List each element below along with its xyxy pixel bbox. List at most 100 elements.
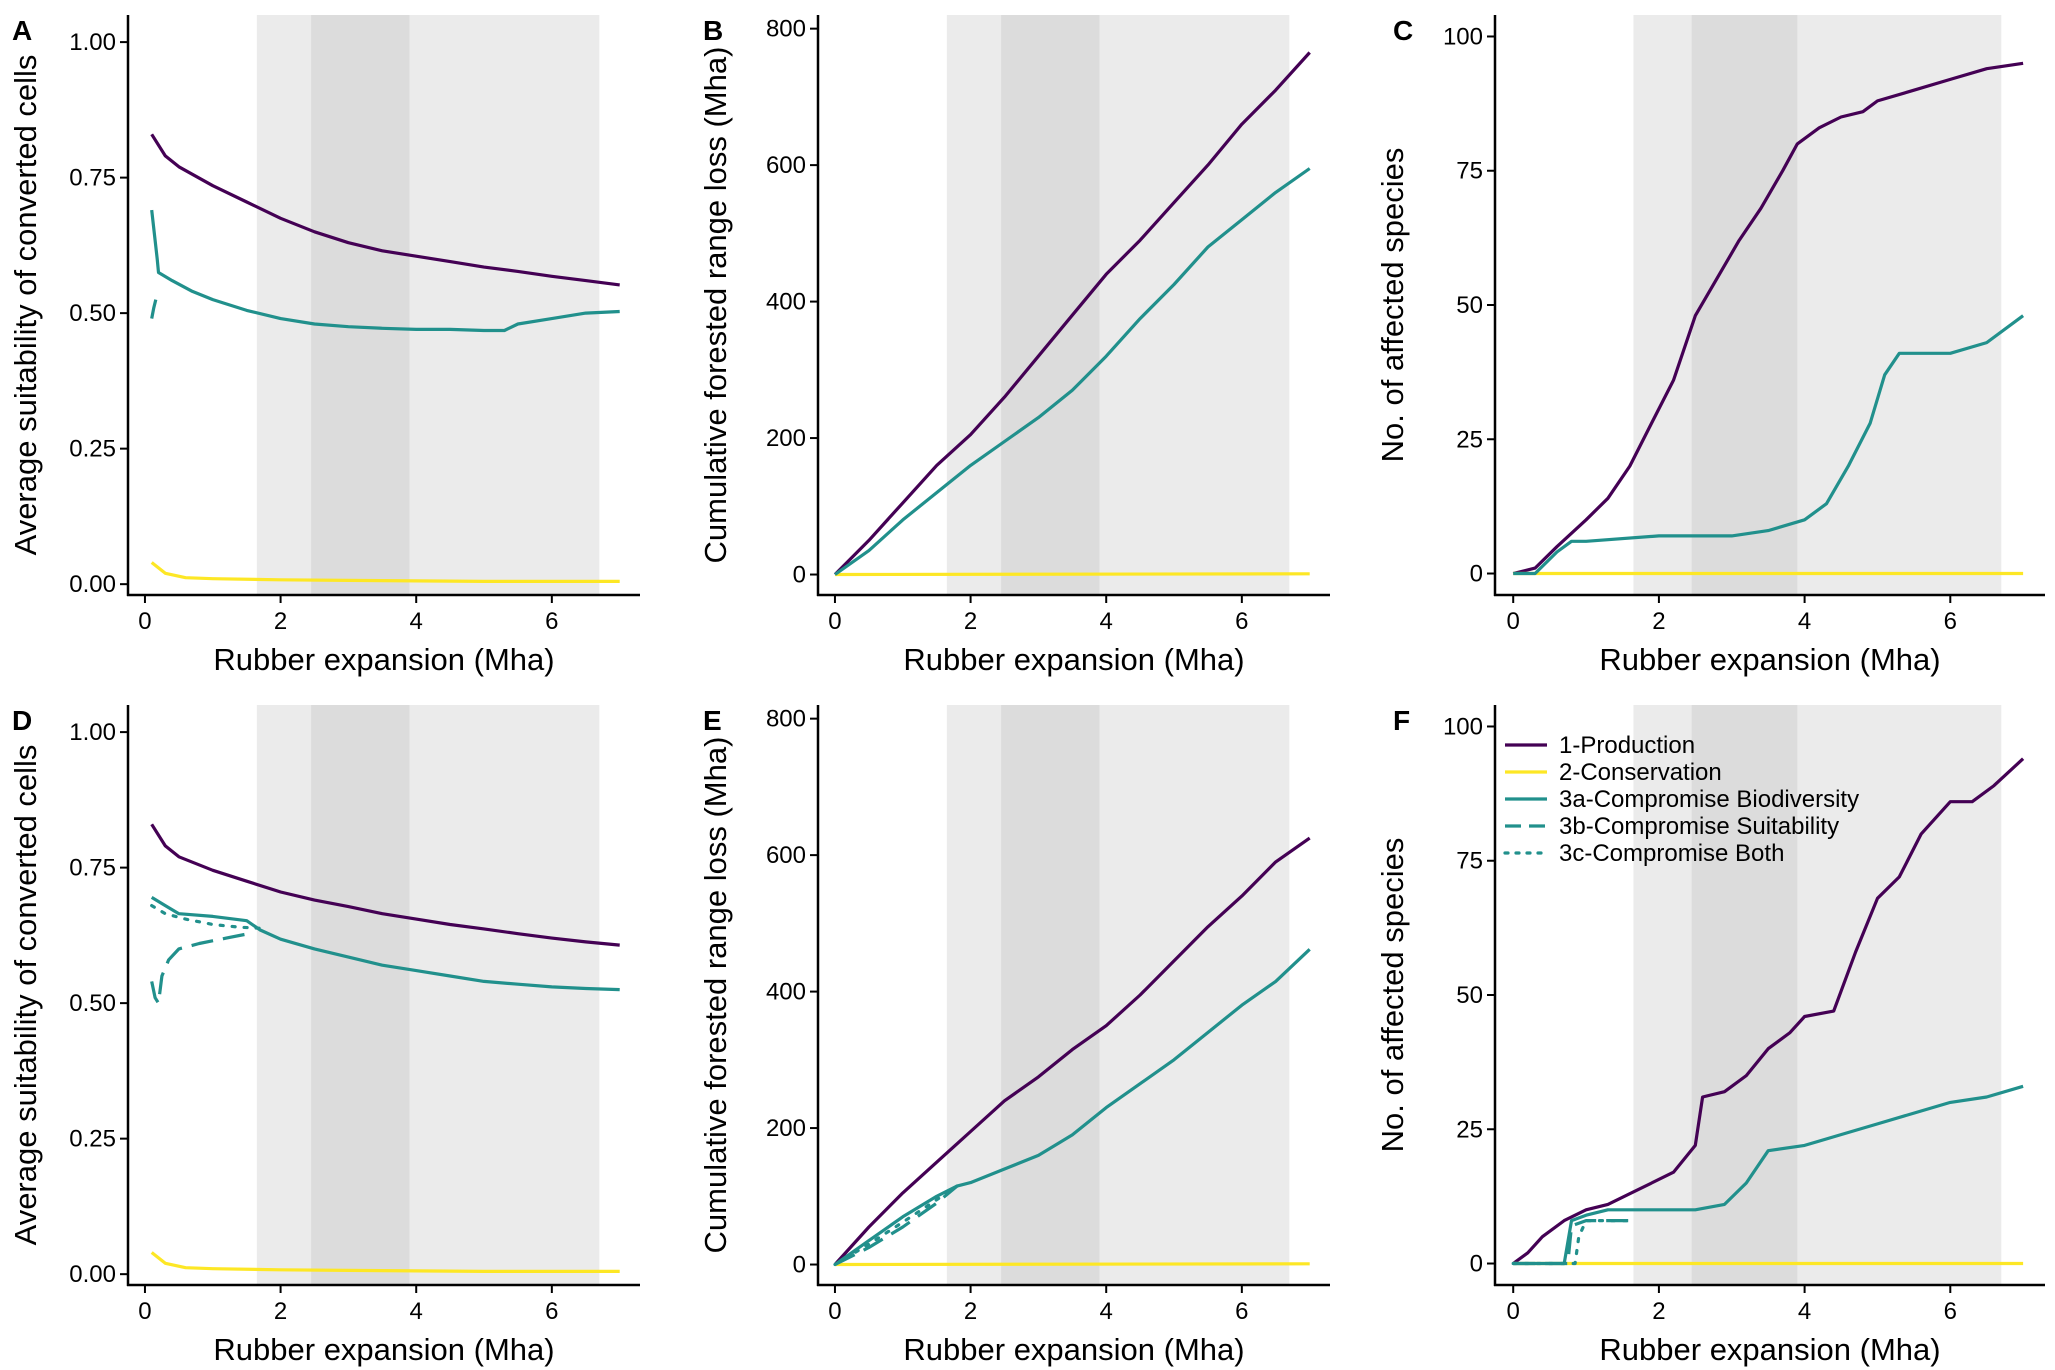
panel-e: 0 2 4 6 0 200 400 600 800 Rubber expansion (Mha) C…: [698, 705, 1330, 1367]
series-line-1-production: [1512, 61, 2024, 576]
series-line-3c-compromise-both: [1511, 1218, 1632, 1266]
series-line-3a-compromise-biodiversity: [1513, 1084, 2024, 1266]
y-tick-label: 0: [1470, 561, 1483, 588]
shaded-band-dark: [1001, 15, 1100, 595]
x-axis-title: Rubber expansion (Mha): [213, 642, 554, 677]
x-axis-title: Rubber expansion (Mha): [213, 1332, 554, 1367]
y-tick-label: 0.75: [69, 855, 116, 882]
y-tick-label: 100: [1443, 23, 1483, 50]
x-tick-label: 0: [138, 1298, 151, 1325]
series-line-1-production: [150, 823, 620, 947]
panel-c: 0 2 4 6 0 25 50 75 100 Rubber expansion (Mha) No. …: [1375, 15, 2045, 677]
panel-letter: B: [703, 15, 723, 46]
y-tick-label: 50: [1456, 982, 1483, 1009]
y-tick-label: 400: [766, 979, 806, 1006]
series-line-3a-compromise-biodiversity: [834, 948, 1311, 1266]
series-line-3b-compromise-suitability: [150, 931, 254, 1005]
x-tick-label: 4: [410, 1298, 423, 1325]
x-tick-label: 6: [1235, 1298, 1248, 1325]
x-tick-label: 4: [1798, 1298, 1811, 1325]
shaded-band-dark: [311, 705, 410, 1285]
panel-b: 0 2 4 6 0 200 400 600 800 Rubber expansion (Mha) C…: [698, 15, 1330, 677]
y-tick-label: 1.00: [69, 719, 116, 746]
panel-a: 0 2 4 6 0.00 0.25 0.50 0.75 1.00 Rubber expansion…: [8, 15, 640, 677]
x-tick-label: 0: [1507, 608, 1520, 635]
y-tick-label: 0.00: [69, 571, 116, 598]
shaded-band-light: [256, 15, 600, 595]
x-axis-title: Rubber expansion (Mha): [1599, 642, 1940, 677]
x-tick-label: 6: [1944, 1298, 1957, 1325]
y-tick-label: 0: [793, 562, 806, 589]
y-tick-label: 400: [766, 289, 806, 316]
panel-letter: C: [1393, 15, 1413, 46]
y-tick-label: 0.00: [69, 1261, 116, 1288]
panel-letter: E: [703, 705, 722, 736]
series-line-3a-compromise-biodiversity: [834, 167, 1311, 576]
series-line-1-production: [150, 133, 620, 287]
y-tick-label: 100: [1443, 713, 1483, 740]
x-tick-label: 2: [274, 608, 287, 635]
series-line-2-conservation: [834, 572, 1310, 577]
x-tick-label: 4: [410, 608, 423, 635]
x-tick-label: 4: [1798, 608, 1811, 635]
series-line-3c-compromise-both: [150, 903, 262, 930]
y-tick-label: 0: [1470, 1251, 1483, 1278]
x-tick-label: 4: [1100, 608, 1113, 635]
x-axis-title: Rubber expansion (Mha): [1599, 1332, 1940, 1367]
y-axis-title: Average suitability of converted cells: [8, 745, 43, 1246]
x-tick-label: 6: [545, 1298, 558, 1325]
y-tick-label: 200: [766, 1115, 806, 1142]
y-tick-label: 0.50: [69, 990, 116, 1017]
x-axis-title: Rubber expansion (Mha): [903, 642, 1244, 677]
x-tick-label: 6: [545, 608, 558, 635]
y-tick-label: 0.75: [69, 165, 116, 192]
x-axis-title: Rubber expansion (Mha): [903, 1332, 1244, 1367]
legend-label: 2-Conservation: [1559, 759, 1722, 786]
legend-label: 3b-Compromise Suitability: [1559, 813, 1839, 840]
y-tick-label: 600: [766, 152, 806, 179]
legend-label: 3a-Compromise Biodiversity: [1559, 786, 1859, 813]
x-tick-label: 2: [274, 1298, 287, 1325]
legend: 1-Production2-Conservation3a-Compromise …: [1503, 732, 1859, 867]
series-line-3a-compromise-biodiversity: [150, 896, 620, 992]
y-tick-label: 800: [766, 16, 806, 43]
series-line-3c-compromise-both: [833, 1184, 959, 1267]
x-tick-label: 0: [828, 608, 841, 635]
y-tick-label: 25: [1456, 426, 1483, 453]
x-tick-label: 2: [964, 1298, 977, 1325]
series-line-2-conservation: [834, 1262, 1310, 1267]
y-tick-label: 200: [766, 425, 806, 452]
shaded-band-dark: [1001, 705, 1100, 1285]
x-tick-label: 4: [1100, 1298, 1113, 1325]
panel-d: 0 2 4 6 0.00 0.25 0.50 0.75 1.00 Rubber expansion…: [8, 705, 640, 1367]
shaded-band-dark: [1691, 705, 1798, 1285]
series-line-2-conservation: [150, 1251, 620, 1274]
y-axis-title: No. of affected species: [1375, 148, 1410, 463]
legend-label: 1-Production: [1559, 732, 1695, 759]
x-tick-label: 6: [1944, 608, 1957, 635]
x-tick-label: 0: [138, 608, 151, 635]
shaded-band-light: [946, 705, 1290, 1285]
y-axis-title: Cumulative forested range loss (Mha): [698, 737, 733, 1254]
y-tick-label: 800: [766, 706, 806, 733]
panel-letter: D: [12, 705, 32, 736]
y-tick-label: 0.25: [69, 436, 116, 463]
series-line-3a-compromise-biodiversity: [1513, 314, 2025, 576]
series-line-1-production: [833, 836, 1311, 1266]
series-line-1-production: [833, 51, 1311, 576]
series-line-3a-compromise-biodiversity: [150, 209, 620, 333]
series-line-2-conservation: [150, 561, 620, 584]
shaded-band-dark: [1691, 15, 1798, 595]
y-tick-label: 1.00: [69, 29, 116, 56]
series-line-3b-compromise-suitability: [150, 299, 158, 319]
y-tick-label: 50: [1456, 292, 1483, 319]
shaded-band-light: [1633, 15, 2002, 595]
y-axis-title: No. of affected species: [1375, 838, 1410, 1153]
x-tick-label: 0: [828, 1298, 841, 1325]
x-tick-label: 6: [1235, 608, 1248, 635]
panel-letter: A: [12, 15, 32, 46]
legend-label: 3c-Compromise Both: [1559, 840, 1784, 867]
y-tick-label: 75: [1456, 848, 1483, 875]
series-line-3b-compromise-suitability: [834, 1184, 959, 1266]
